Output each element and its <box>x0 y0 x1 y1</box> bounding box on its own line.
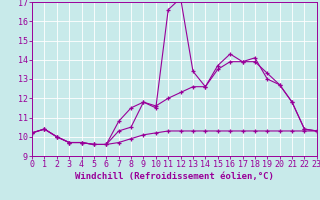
X-axis label: Windchill (Refroidissement éolien,°C): Windchill (Refroidissement éolien,°C) <box>75 172 274 181</box>
